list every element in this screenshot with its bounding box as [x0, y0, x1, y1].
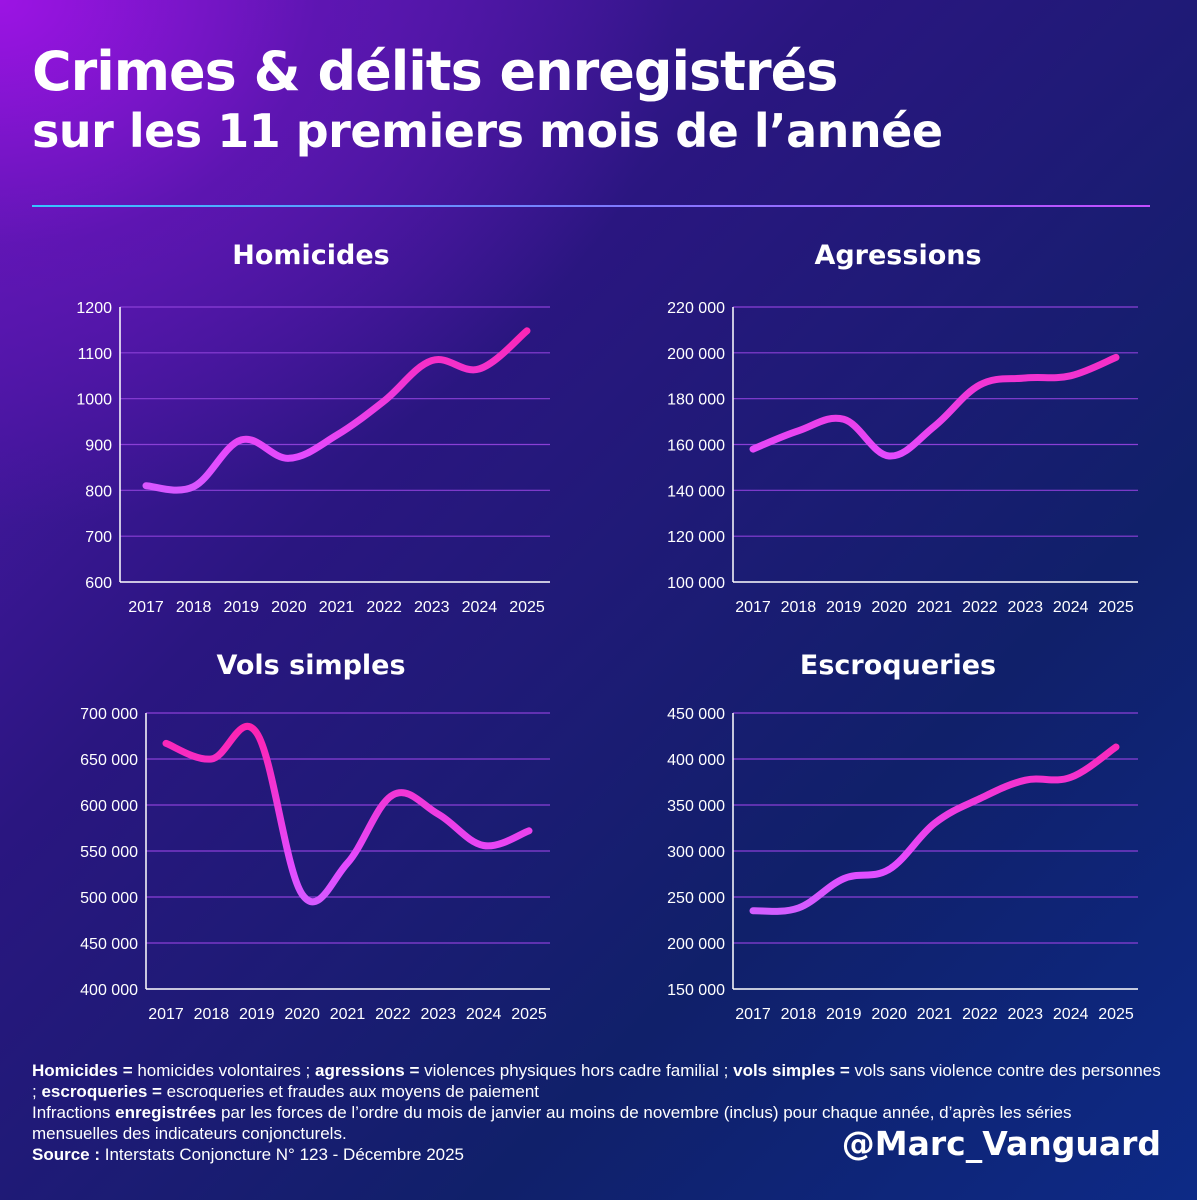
page-title: Crimes & délits enregistrés sur les 11 p…	[32, 40, 943, 158]
x-tick-label: 2018	[176, 599, 212, 616]
x-tick-label: 2023	[1007, 599, 1043, 616]
x-tick-label: 2021	[319, 599, 355, 616]
chart-vols: 400 000 450 000 500 000 550 000 600 000 650 0…	[80, 706, 550, 1023]
y-tick-label: 150 000	[667, 982, 725, 999]
x-tick-label: 2022	[962, 1006, 998, 1023]
x-tick-label: 2020	[871, 599, 907, 616]
x-tick-label: 2018	[194, 1006, 230, 1023]
x-tick-label: 2021	[917, 1006, 953, 1023]
source-text: Interstats Conjoncture N° 123 - Décembre…	[100, 1145, 465, 1164]
x-tick-label: 2020	[871, 1006, 907, 1023]
x-tick-label: 2024	[1053, 599, 1089, 616]
y-tick-label: 300 000	[667, 844, 725, 861]
note-prefix: Infractions	[32, 1103, 116, 1122]
x-tick-label: 2024	[462, 599, 498, 616]
y-tick-label: 250 000	[667, 890, 725, 907]
y-tick-label: 550 000	[80, 844, 138, 861]
chart-title-agressions: Agressions	[814, 240, 982, 271]
y-tick-label: 900	[85, 438, 112, 455]
x-tick-label: 2020	[284, 1006, 320, 1023]
chart-title-escroqueries: Escroqueries	[799, 650, 997, 681]
x-tick-label: 2019	[826, 1006, 862, 1023]
y-tick-label: 700 000	[80, 706, 138, 723]
x-tick-label: 2018	[781, 599, 817, 616]
y-tick-label: 400 000	[80, 982, 138, 999]
def-term-escroqueries: escroqueries =	[41, 1082, 162, 1101]
x-tick-label: 2022	[962, 599, 998, 616]
title-divider	[32, 205, 1150, 207]
def-text-vols: vols sans violence contre des personnes …	[32, 1061, 1161, 1101]
chart-agressions: 100 000 120 000 140 000 160 000 180 000 200 0…	[667, 300, 1138, 616]
series-line-vols	[162, 723, 533, 906]
author-handle: @Marc_Vanguard	[841, 1124, 1161, 1163]
x-tick-label: 2017	[735, 1006, 771, 1023]
x-tick-label: 2021	[330, 1006, 366, 1023]
y-tick-label: 500 000	[80, 890, 138, 907]
x-tick-label: 2017	[148, 1006, 184, 1023]
def-term-homicides: Homicides =	[32, 1061, 133, 1080]
chart-homicides: 600 700 800 900 1000 1100 1200 2017 2018 2019 2020…	[76, 300, 550, 616]
x-tick-label: 2023	[414, 599, 450, 616]
y-tick-label: 200 000	[667, 346, 725, 363]
x-tick-label: 2025	[1098, 599, 1134, 616]
x-tick-label: 2023	[1007, 1006, 1043, 1023]
y-tick-label: 100 000	[667, 575, 725, 592]
x-tick-label: 2023	[420, 1006, 456, 1023]
y-tick-label: 120 000	[667, 529, 725, 546]
def-term-vols: vols simples =	[733, 1061, 850, 1080]
x-tick-label: 2024	[1053, 1006, 1089, 1023]
y-tick-label: 1000	[76, 392, 112, 409]
series-line-agressions	[749, 353, 1120, 460]
y-tick-label: 1200	[76, 300, 112, 317]
x-tick-label: 2025	[509, 599, 545, 616]
y-tick-label: 700	[85, 529, 112, 546]
chart-escroqueries: 150 000 200 000 250 000 300 000 350 000 400 0…	[667, 706, 1138, 1023]
def-term-agressions: agressions =	[315, 1061, 420, 1080]
y-tick-label: 450 000	[80, 936, 138, 953]
y-tick-label: 400 000	[667, 752, 725, 769]
x-tick-label: 2017	[128, 599, 164, 616]
x-tick-label: 2019	[239, 1006, 275, 1023]
y-tick-label: 220 000	[667, 300, 725, 317]
y-tick-label: 1100	[78, 346, 113, 363]
x-tick-label: 2019	[826, 599, 862, 616]
x-tick-label: 2019	[223, 599, 259, 616]
source-label: Source :	[32, 1145, 101, 1164]
x-tick-label: 2021	[917, 599, 953, 616]
y-tick-label: 450 000	[667, 706, 725, 723]
x-tick-label: 2017	[735, 599, 771, 616]
y-tick-label: 600	[85, 575, 112, 592]
def-text-agressions: violences physiques hors cadre familial …	[419, 1061, 734, 1080]
y-tick-label: 180 000	[667, 392, 725, 409]
note-term: enregistrées	[115, 1103, 217, 1122]
y-tick-label: 140 000	[667, 483, 725, 500]
x-tick-label: 2022	[375, 1006, 411, 1023]
y-tick-label: 200 000	[667, 936, 725, 953]
x-tick-label: 2018	[781, 1006, 817, 1023]
footnote: Homicides = homicides volontaires ; agre…	[32, 1060, 1162, 1165]
note-text: par les forces de l’ordre du mois de jan…	[32, 1103, 1072, 1143]
x-tick-label: 2025	[511, 1006, 547, 1023]
x-tick-label: 2024	[466, 1006, 502, 1023]
title-line-2: sur les 11 premiers mois de l’année	[32, 103, 943, 158]
series-line-escroqueries	[749, 743, 1120, 915]
x-tick-label: 2020	[271, 599, 307, 616]
def-text-homicides: homicides volontaires ;	[132, 1061, 315, 1080]
y-tick-label: 600 000	[80, 798, 138, 815]
title-line-1: Crimes & délits enregistrés	[32, 40, 838, 103]
y-tick-label: 800	[85, 483, 112, 500]
chart-title-homicides: Homicides	[232, 240, 390, 271]
x-tick-label: 2025	[1098, 1006, 1134, 1023]
def-text-escroqueries: escroqueries et fraudes aux moyens de pa…	[161, 1082, 539, 1101]
y-tick-label: 650 000	[80, 752, 138, 769]
y-tick-label: 350 000	[667, 798, 725, 815]
chart-title-vols: Vols simples	[216, 650, 406, 681]
y-tick-label: 160 000	[667, 438, 725, 455]
x-tick-label: 2022	[366, 599, 402, 616]
series-line-homicides	[142, 327, 531, 494]
